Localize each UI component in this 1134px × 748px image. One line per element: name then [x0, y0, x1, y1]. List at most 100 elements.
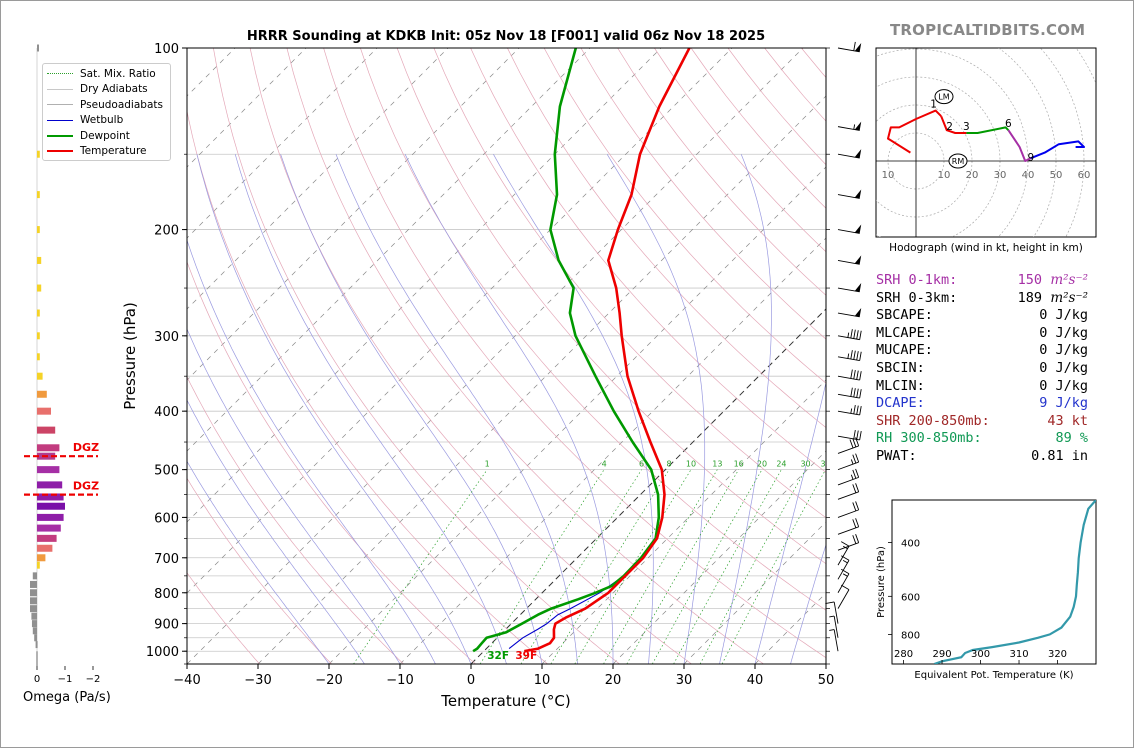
wind-barb — [837, 224, 862, 234]
barb-shaft — [837, 393, 860, 399]
barb-half — [842, 545, 848, 550]
index-value: 43 kt — [1047, 412, 1088, 429]
barb-full — [859, 431, 862, 441]
index-row: MLCIN: 0 J/kg — [876, 378, 1116, 396]
index-row: DCAPE: 9 J/kg — [876, 395, 1116, 413]
barb-full — [852, 469, 857, 479]
index-label: MLCAPE: — [876, 324, 933, 341]
omega-bar — [37, 493, 64, 501]
moist-adiabat — [187, 460, 330, 664]
storm-motion-label: LM — [938, 93, 949, 102]
barb-flag — [854, 121, 862, 131]
legend-label: Dry Adiabats — [80, 83, 148, 96]
barb-full — [859, 351, 862, 361]
omega-bar — [37, 332, 40, 340]
index-label: MLCIN: — [876, 377, 925, 394]
index-row: SBCAPE: 0 J/kg — [876, 307, 1116, 325]
dry-adiabat — [360, 48, 826, 611]
barb-full — [856, 430, 859, 440]
mixing-ratio-line — [520, 469, 642, 664]
y-tick-label: 100 — [154, 42, 179, 57]
barb-full — [852, 438, 857, 448]
index-row: m²s⁻² SRH 0-1km: 150 — [876, 272, 1116, 290]
dry-adiabat — [470, 48, 826, 473]
skewt-plot-area — [186, 47, 827, 665]
wind-barb — [837, 329, 862, 341]
barb-flag — [854, 255, 862, 265]
legend-entry: Pseudoadiabats — [43, 97, 170, 113]
barb-full — [855, 534, 860, 543]
mixing-ratio-label: 6 — [639, 460, 644, 469]
omega-axis-label: Omega (Pa/s) — [23, 690, 111, 705]
barb-full — [852, 502, 857, 512]
theta-e-panel — [891, 499, 1097, 665]
hodo-ring-label: 60 — [1078, 170, 1091, 181]
mixing-ratio-line — [626, 469, 740, 664]
x-tick-label: −10 — [386, 673, 413, 688]
y-tick-label: 500 — [154, 464, 179, 479]
hodo-ring-label: 50 — [1050, 170, 1063, 181]
legend-label: Dewpoint — [80, 129, 130, 142]
x-tick-label: 20 — [605, 673, 622, 688]
barb-shaft — [833, 616, 839, 638]
hodo-segment — [1007, 129, 1032, 162]
omega-tick-label: −2 — [86, 674, 101, 685]
isotherm-line — [187, 48, 804, 664]
moist-adiabat — [187, 239, 436, 664]
barb-shaft — [833, 601, 839, 624]
barb-shaft — [837, 461, 859, 471]
barb-full — [855, 501, 860, 511]
index-value: 89 % — [1055, 430, 1088, 447]
omega-bar — [37, 256, 42, 264]
x-tick-label: −20 — [315, 673, 342, 688]
theta-x-tick-label: 320 — [1048, 649, 1067, 660]
wind-barb — [837, 350, 862, 362]
omega-bar — [37, 534, 57, 542]
wind-barb — [837, 255, 862, 265]
y-tick-label: 700 — [154, 552, 179, 567]
wind-barb — [837, 584, 850, 609]
barb-half — [829, 615, 835, 618]
index-value: 150 — [1017, 272, 1042, 288]
legend-entry: Dry Adiabats — [43, 82, 170, 98]
hodo-height-label: 6 — [1005, 118, 1012, 130]
barb-full — [856, 405, 859, 415]
barb-full — [853, 370, 856, 380]
legend-swatch — [47, 104, 73, 106]
surface-temperature-label: 39F — [515, 650, 537, 662]
barb-half — [850, 474, 854, 480]
barb-half — [842, 573, 848, 577]
moist-adiabat — [187, 328, 401, 664]
theta-y-tick-label: 600 — [901, 592, 920, 603]
barb-flag — [854, 189, 862, 199]
hodo-height-label: 9 — [1027, 152, 1034, 164]
legend-label: Wetbulb — [80, 114, 124, 127]
dry-adiabat — [187, 109, 548, 664]
barb-full — [850, 369, 853, 379]
wind-barb — [837, 369, 862, 381]
mixing-ratio-label: 4 — [602, 460, 607, 469]
barb-shaft — [837, 589, 850, 609]
wind-barb — [837, 41, 862, 53]
storm-motion-label: RM — [952, 157, 965, 166]
omega-bar — [37, 444, 60, 452]
chart-title: HRRR Sounding at KDKB Init: 05z Nov 18 [… — [247, 29, 765, 44]
wind-barb — [829, 615, 839, 638]
legend-swatch — [47, 73, 73, 75]
mixing-ratio-label: 24 — [776, 460, 786, 469]
moist-adiabat — [280, 154, 543, 664]
hodo-segment — [1030, 140, 1085, 160]
dry-adiabat — [433, 48, 826, 519]
barb-shaft — [837, 47, 860, 53]
dry-adiabat — [323, 48, 826, 659]
index-row: PWAT: 0.81 in — [876, 448, 1116, 466]
mixing-ratio-line — [574, 469, 692, 664]
surface-dewpoint-label: 32F — [487, 650, 509, 662]
wind-barb — [837, 518, 860, 535]
index-label: MUCAPE: — [876, 342, 933, 359]
barb-full — [855, 518, 860, 527]
omega-bar — [37, 407, 51, 415]
barb-full — [853, 350, 856, 360]
omega-tick-label: −1 — [58, 674, 73, 685]
theta-x-tick-label: 290 — [932, 649, 951, 660]
